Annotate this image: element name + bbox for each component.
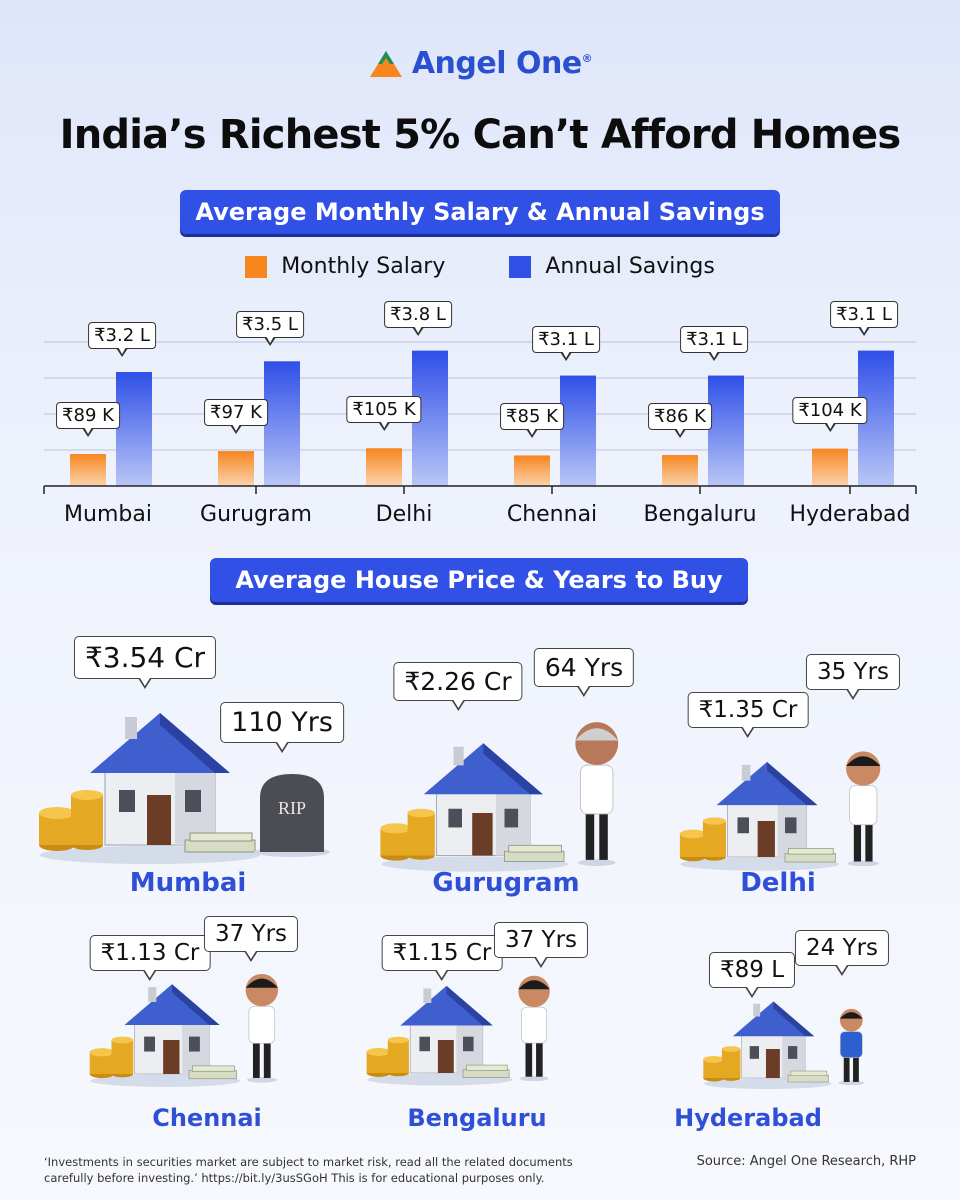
bar-salary-delhi xyxy=(366,448,402,486)
tick-label-hyderabad: Hyderabad xyxy=(789,502,911,527)
label-savings-hyderabad: ₹3.1 L xyxy=(830,300,898,336)
bar-salary-gurugram xyxy=(218,451,254,486)
house-icon xyxy=(380,743,569,872)
adult-man-icon xyxy=(845,751,881,867)
coins-icon xyxy=(380,808,436,861)
house-illustration-hyderabad xyxy=(701,991,834,1094)
legend-label-savings: Annual Savings xyxy=(545,254,715,279)
label-salary-mumbai: ₹89 K xyxy=(56,402,120,437)
label-salary-delhi: ₹105 K xyxy=(346,396,422,432)
years-callout-bengaluru: 37 Yrs xyxy=(493,922,589,968)
cash-stack-icon xyxy=(462,1064,510,1078)
chart-legend: Monthly Salary Annual Savings xyxy=(0,254,960,279)
house-icon xyxy=(89,984,240,1088)
label-savings-gurugram: ₹3.5 L xyxy=(236,311,304,347)
brand-name: Angel One® xyxy=(411,46,593,81)
price-callout-chennai: ₹1.13 Cr xyxy=(89,935,211,981)
angel-one-logo-icon xyxy=(369,50,402,77)
house-icon xyxy=(703,1001,832,1089)
salary-savings-chart xyxy=(43,341,917,494)
bar-salary-chennai xyxy=(514,455,550,486)
legend-item-salary: Monthly Salary xyxy=(245,254,445,279)
label-salary-bengaluru: ₹86 K xyxy=(648,403,712,439)
legend-swatch-salary xyxy=(245,255,268,278)
tick-label-bengaluru: Bengaluru xyxy=(643,502,757,527)
price-callout-mumbai: ₹3.54 Cr xyxy=(73,636,217,689)
cash-stack-icon xyxy=(788,1070,830,1083)
bar-salary-hyderabad xyxy=(812,448,848,486)
price-callout-gurugram: ₹2.26 Cr xyxy=(393,662,523,711)
source-note: Source: Angel One Research, RHP xyxy=(696,1154,916,1169)
svg-text:RIP: RIP xyxy=(278,798,306,818)
adult-man-icon xyxy=(518,976,551,1082)
page-title: India’s Richest 5% Can’t Afford Homes xyxy=(59,112,902,158)
coins-icon xyxy=(89,1036,134,1079)
house-illustration-delhi xyxy=(677,749,843,875)
legend-item-savings: Annual Savings xyxy=(509,254,715,279)
label-savings-chennai: ₹3.1 L xyxy=(532,325,600,361)
price-callout-hyderabad: ₹89 L xyxy=(708,952,796,998)
tick-label-chennai: Chennai xyxy=(506,502,598,527)
label-savings-bengaluru: ₹3.1 L xyxy=(680,325,748,361)
label-salary-chennai: ₹85 K xyxy=(500,403,564,439)
house-icon xyxy=(366,985,513,1086)
city-label-bengaluru: Bengaluru xyxy=(407,1104,547,1132)
cash-stack-icon xyxy=(504,844,565,862)
city-label-hyderabad: Hyderabad xyxy=(674,1104,822,1132)
figure-gurugram xyxy=(567,713,627,870)
label-salary-hyderabad: ₹104 K xyxy=(792,396,868,432)
label-savings-delhi: ₹3.8 L xyxy=(384,300,452,336)
house-illustration-chennai xyxy=(87,972,243,1092)
years-callout-gurugram: 64 Yrs xyxy=(533,648,635,697)
years-callout-hyderabad: 24 Yrs xyxy=(794,930,890,976)
house-illustration-bengaluru xyxy=(364,974,516,1090)
tick-label-delhi: Delhi xyxy=(375,502,433,527)
years-callout-mumbai: 110 Yrs xyxy=(220,702,344,753)
bar-savings-bengaluru xyxy=(708,375,744,486)
bar-savings-mumbai xyxy=(116,372,152,486)
bar-salary-mumbai xyxy=(70,454,106,486)
years-callout-chennai: 37 Yrs xyxy=(203,916,299,962)
bar-salary-bengaluru xyxy=(662,455,698,486)
house-icon xyxy=(39,713,260,864)
bar-savings-gurugram xyxy=(264,361,300,486)
figure-bengaluru xyxy=(511,969,557,1085)
figure-mumbai: RIP xyxy=(252,768,332,862)
cash-stack-icon xyxy=(188,1065,237,1080)
house-illustration-gurugram xyxy=(377,728,573,877)
coins-icon xyxy=(39,790,103,851)
tick-label-gurugram: Gurugram xyxy=(200,502,312,527)
disclaimer: ‘Investments in securities market are su… xyxy=(44,1155,573,1185)
young-boy-icon xyxy=(838,1008,864,1086)
cash-stack-icon xyxy=(184,832,256,853)
city-label-gurugram: Gurugram xyxy=(432,868,580,898)
bar-savings-chennai xyxy=(560,375,596,486)
section-title-salary: Average Monthly Salary & Annual Savings xyxy=(180,190,780,234)
city-label-mumbai: Mumbai xyxy=(129,868,247,898)
legend-label-salary: Monthly Salary xyxy=(281,254,446,279)
price-callout-bengaluru: ₹1.15 Cr xyxy=(381,935,503,981)
house-icon xyxy=(680,761,840,871)
city-label-delhi: Delhi xyxy=(740,868,816,898)
figure-hyderabad xyxy=(831,1004,872,1089)
label-savings-mumbai: ₹3.2 L xyxy=(88,322,156,357)
tick-label-mumbai: Mumbai xyxy=(64,502,152,527)
section-title-house: Average House Price & Years to Buy xyxy=(210,558,748,602)
old-man-icon xyxy=(575,722,618,867)
coins-icon xyxy=(680,817,727,862)
coins-icon xyxy=(366,1036,409,1077)
adult-man-icon xyxy=(246,974,279,1084)
brand-logo: Angel One® xyxy=(0,46,960,83)
city-label-chennai: Chennai xyxy=(152,1104,262,1132)
tombstone-icon: RIP xyxy=(254,774,330,857)
legend-swatch-savings xyxy=(509,255,532,278)
cash-stack-icon xyxy=(784,847,836,863)
coins-icon xyxy=(703,1045,741,1082)
figure-delhi xyxy=(838,744,888,870)
label-salary-gurugram: ₹97 K xyxy=(204,399,268,435)
figure-chennai xyxy=(238,967,286,1087)
house-illustration-mumbai xyxy=(35,695,265,869)
price-callout-delhi: ₹1.35 Cr xyxy=(687,692,809,738)
years-callout-delhi: 35 Yrs xyxy=(805,654,901,700)
